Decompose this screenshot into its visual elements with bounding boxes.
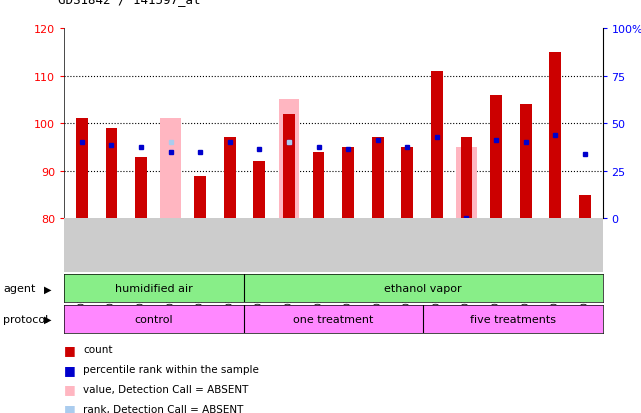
- Text: GDS1842 / 141597_at: GDS1842 / 141597_at: [58, 0, 200, 6]
- Text: one treatment: one treatment: [293, 314, 374, 324]
- Text: count: count: [83, 344, 113, 354]
- Bar: [460, 138, 472, 219]
- Text: percentile rank within the sample: percentile rank within the sample: [83, 364, 259, 374]
- Bar: [456, 147, 477, 219]
- Bar: [64, 275, 244, 303]
- Bar: [279, 100, 299, 219]
- Text: protocol: protocol: [3, 314, 49, 324]
- Bar: [342, 147, 354, 219]
- Text: ▶: ▶: [44, 314, 51, 324]
- Bar: [194, 176, 206, 219]
- Bar: [549, 52, 561, 219]
- Text: humidified air: humidified air: [115, 284, 193, 294]
- Bar: [401, 147, 413, 219]
- Bar: [160, 119, 181, 219]
- Bar: [224, 138, 236, 219]
- Text: five treatments: five treatments: [470, 314, 556, 324]
- Bar: [423, 305, 603, 333]
- Bar: [579, 195, 591, 219]
- Text: ■: ■: [64, 382, 76, 396]
- Bar: [253, 162, 265, 219]
- Text: ■: ■: [64, 343, 76, 356]
- Text: rank, Detection Call = ABSENT: rank, Detection Call = ABSENT: [83, 404, 244, 413]
- Text: ▶: ▶: [44, 284, 51, 294]
- Bar: [106, 128, 117, 219]
- Text: control: control: [135, 314, 173, 324]
- Bar: [313, 152, 324, 219]
- Bar: [283, 114, 295, 219]
- Text: ■: ■: [64, 363, 76, 376]
- Text: ethanol vapor: ethanol vapor: [384, 284, 462, 294]
- Bar: [76, 119, 88, 219]
- Bar: [372, 138, 383, 219]
- Bar: [431, 71, 443, 219]
- Text: agent: agent: [3, 284, 36, 294]
- Bar: [490, 95, 502, 219]
- Bar: [244, 305, 423, 333]
- Bar: [520, 105, 531, 219]
- Text: ■: ■: [64, 402, 76, 413]
- Bar: [64, 305, 244, 333]
- Text: value, Detection Call = ABSENT: value, Detection Call = ABSENT: [83, 384, 249, 394]
- Bar: [244, 275, 603, 303]
- Bar: [135, 157, 147, 219]
